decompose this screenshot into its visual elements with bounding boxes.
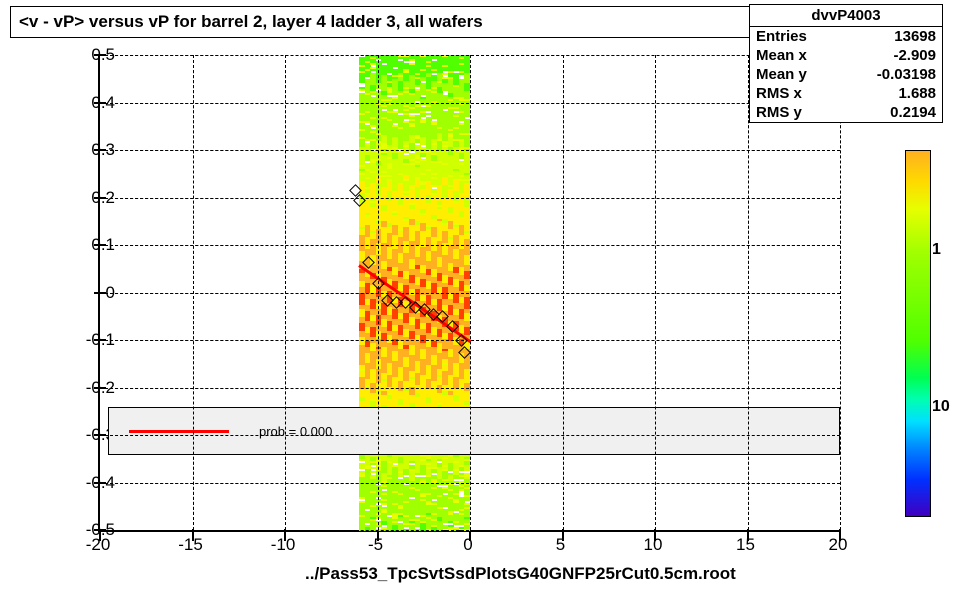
stats-label: Mean y <box>756 66 807 83</box>
stats-panel: dvvP4003 Entries 13698 Mean x -2.909 Mean y -… <box>749 4 943 123</box>
stats-value: 1.688 <box>898 85 936 102</box>
xtick-label: 20 <box>818 535 858 555</box>
colorbar-tick-label: 10 <box>932 398 950 416</box>
xtick-label: 10 <box>633 535 673 555</box>
xtick-label: 15 <box>726 535 766 555</box>
fit-legend: prob = 0.000 <box>108 407 840 455</box>
chart-title-text: <v - vP> versus vP for barrel 2, layer 4… <box>19 12 483 32</box>
fit-prob-label: prob = 0.000 <box>259 424 332 439</box>
stats-label: RMS x <box>756 85 802 102</box>
colorbar-tick-label: 1 <box>932 241 941 259</box>
stats-label: RMS y <box>756 104 802 121</box>
xtick-label: -10 <box>263 535 303 555</box>
stats-row: RMS y 0.2194 <box>750 103 942 122</box>
stats-row: Entries 13698 <box>750 27 942 46</box>
xtick-label: -15 <box>171 535 211 555</box>
colorbar <box>905 150 931 517</box>
xtick-label: -5 <box>356 535 396 555</box>
xtick-label: 0 <box>448 535 488 555</box>
stats-row: RMS x 1.688 <box>750 84 942 103</box>
stats-name: dvvP4003 <box>750 5 942 27</box>
footer-filepath: ../Pass53_TpcSvtSsdPlotsG40GNFP25rCut0.5… <box>305 564 736 584</box>
fit-legend-line <box>129 430 229 433</box>
stats-value: 13698 <box>894 28 936 45</box>
xtick-label: -20 <box>78 535 118 555</box>
stats-value: -0.03198 <box>877 66 936 83</box>
stats-value: -2.909 <box>893 47 936 64</box>
stats-value: 0.2194 <box>890 104 936 121</box>
stats-row: Mean y -0.03198 <box>750 65 942 84</box>
xtick-label: 5 <box>541 535 581 555</box>
stats-label: Mean x <box>756 47 807 64</box>
stats-row: Mean x -2.909 <box>750 46 942 65</box>
chart-title: <v - vP> versus vP for barrel 2, layer 4… <box>10 6 753 38</box>
stats-label: Entries <box>756 28 807 45</box>
plot-area <box>98 55 840 532</box>
